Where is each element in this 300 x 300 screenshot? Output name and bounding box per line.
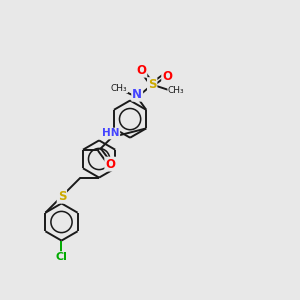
Text: HN: HN [102, 128, 119, 139]
Text: S: S [148, 78, 156, 91]
Text: O: O [105, 158, 115, 171]
Text: O: O [162, 70, 172, 83]
Text: CH₃: CH₃ [168, 85, 184, 94]
Text: Cl: Cl [56, 252, 68, 262]
Text: O: O [136, 64, 146, 77]
Text: CH₃: CH₃ [111, 84, 128, 93]
Text: N: N [132, 88, 142, 101]
Text: S: S [58, 190, 66, 203]
